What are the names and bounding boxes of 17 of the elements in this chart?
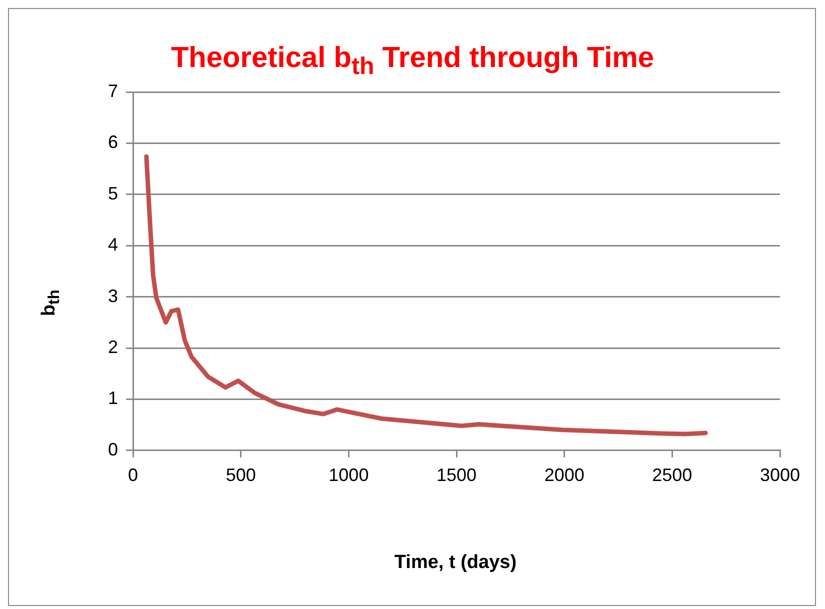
y-tick-label: 0 <box>108 439 118 460</box>
x-tick-label: 500 <box>226 465 256 486</box>
x-tick-label: 2000 <box>544 465 584 486</box>
chart-title: Theoretical b$_{th}$ Trend through Time <box>170 42 656 81</box>
x-tick-label: 1500 <box>436 465 477 486</box>
y-tick-label: 3 <box>108 286 118 306</box>
y-tick-label: 6 <box>108 132 118 152</box>
x-tick-label: 2500 <box>652 465 692 486</box>
y-tick-label: 4 <box>108 234 118 255</box>
x-tick-label: 3000 <box>760 465 800 486</box>
y-tick-label: 1 <box>108 388 118 408</box>
y-tick-label: 2 <box>108 336 118 357</box>
y-tick-label: 7 <box>108 80 118 101</box>
y-tick-label: 5 <box>108 183 118 204</box>
x-axis-title: Time, t (days) <box>393 552 518 574</box>
x-tick-label: 0 <box>128 465 138 486</box>
x-tick-label: 1000 <box>328 465 369 486</box>
